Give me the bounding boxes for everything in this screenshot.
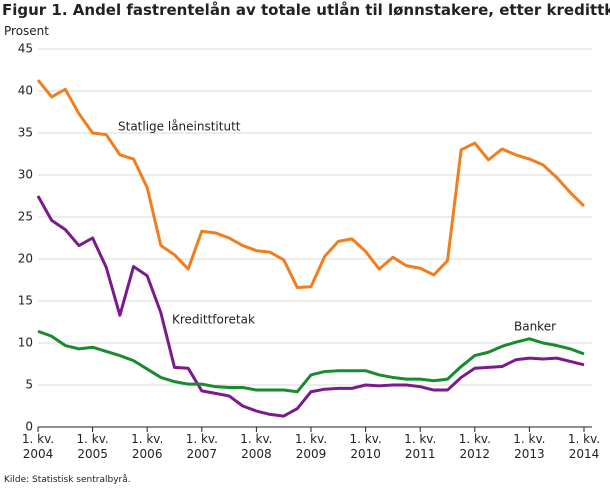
x-tick-label: 1. kv. 2005 xyxy=(76,432,109,461)
y-tick-label: 25 xyxy=(18,210,33,224)
y-tick-label: 0 xyxy=(25,420,33,434)
x-tick-label: 1. kv. 2008 xyxy=(240,432,273,461)
series-line xyxy=(36,79,586,290)
x-tick-label: 1. kv. 2009 xyxy=(294,432,328,461)
series-line xyxy=(37,329,585,394)
series-label: Kredittforetak xyxy=(172,313,255,327)
y-tick-label: 35 xyxy=(18,126,33,140)
x-tick-label: 1. kv. 2004 xyxy=(21,432,55,461)
series-label: Banker xyxy=(514,320,556,334)
y-tick-label: 45 xyxy=(18,42,33,56)
x-tick-label: 1. kv. 2010 xyxy=(349,432,382,461)
y-axis-label: Prosent xyxy=(4,24,49,38)
series-label: Statlige låneinstitutt xyxy=(118,120,241,134)
x-tick-label: 1. kv. 2013 xyxy=(513,432,546,461)
y-tick-label: 5 xyxy=(25,378,33,392)
chart-title: Figur 1. Andel fastrentelån av totale ut… xyxy=(2,1,610,19)
x-tick-label: 1. kv. 2014 xyxy=(567,432,601,461)
y-tick-label: 10 xyxy=(18,336,33,350)
x-tick-label: 1. kv. 2011 xyxy=(404,432,437,461)
y-tick-label: 30 xyxy=(18,168,33,182)
x-tick-label: 1. kv. 2006 xyxy=(131,432,164,461)
y-tick-label: 20 xyxy=(18,252,33,266)
series-line xyxy=(36,195,585,418)
y-tick-label: 15 xyxy=(18,294,33,308)
source: Kilde: Statistisk sentralbyrå. xyxy=(4,475,131,485)
x-tick-label: 1. kv. 2007 xyxy=(185,432,218,461)
y-tick-label: 40 xyxy=(18,84,33,98)
x-tick-label: 1. kv. 2012 xyxy=(458,432,491,461)
